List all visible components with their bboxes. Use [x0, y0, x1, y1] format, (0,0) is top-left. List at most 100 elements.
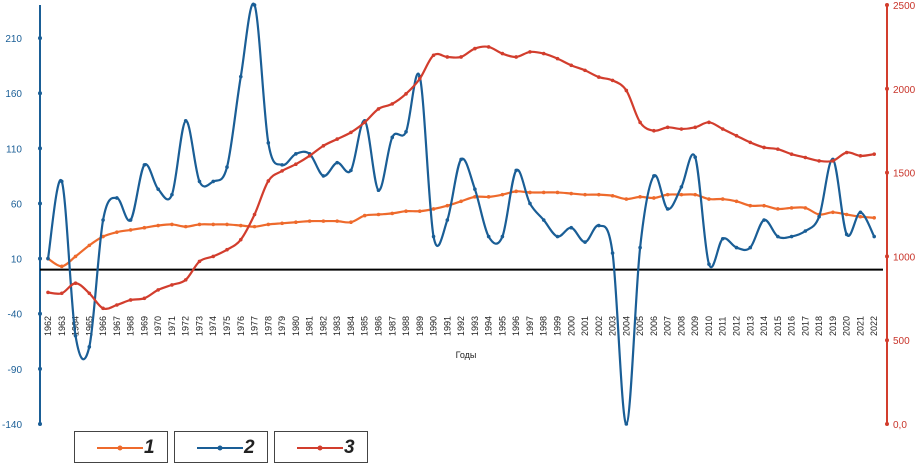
series-2-point: [872, 234, 876, 239]
series-3-point: [294, 162, 298, 167]
x-tick-label: 1989: [415, 316, 425, 336]
x-tick-label: 2017: [800, 316, 810, 336]
series-2-point: [170, 192, 174, 197]
series-2-point: [294, 152, 298, 156]
series-1-point: [831, 210, 835, 215]
series-2-point: [858, 210, 863, 215]
series-1-point: [156, 223, 160, 228]
left-tick-mark: [38, 201, 42, 206]
series-3-point: [762, 145, 766, 150]
series-3-point: [569, 63, 574, 68]
series-3-point: [734, 133, 739, 138]
series-3-point: [473, 46, 477, 51]
series-3-point: [679, 127, 684, 131]
series-2-point: [638, 245, 642, 250]
series-1-point: [362, 213, 367, 218]
series-3-point: [156, 288, 160, 292]
x-tick-label: 2018: [814, 316, 824, 336]
x-tick-label: 2019: [828, 316, 838, 336]
series-2-point: [252, 3, 257, 7]
series-1-point: [762, 203, 766, 208]
series-1-point: [486, 195, 491, 199]
series-2-point: [762, 218, 766, 222]
x-tick-label: 1966: [98, 316, 108, 336]
series-2-point: [528, 201, 532, 206]
series-1-point: [528, 190, 532, 195]
x-tick-label: 1964: [71, 316, 81, 336]
series-1-point: [693, 192, 697, 197]
x-tick-label: 1973: [194, 316, 204, 336]
right-tick-label: 2500: [893, 1, 916, 12]
series-2-point: [404, 130, 408, 134]
series-3-point: [321, 143, 326, 148]
x-tick-label: 1975: [222, 316, 232, 336]
series-2-point: [266, 141, 271, 145]
x-tick-label: 1983: [332, 316, 342, 336]
series-1-point: [445, 203, 450, 208]
x-tick-label: 1984: [346, 316, 356, 336]
series-3-point: [362, 120, 367, 125]
series-3-point: [46, 290, 50, 295]
series-1-point: [238, 223, 243, 228]
series-1-point: [252, 224, 257, 229]
series-3-point: [280, 169, 284, 173]
series-1-point: [652, 196, 656, 200]
series-3-point: [803, 155, 808, 160]
left-tick-label: 10: [11, 255, 23, 266]
series-2-point: [376, 188, 381, 193]
series-1-point: [431, 207, 436, 211]
legend-swatch-2: [197, 445, 243, 451]
series-2-point: [748, 245, 753, 250]
series-1-point: [583, 192, 587, 197]
series-2-point: [280, 163, 284, 167]
series-1-point: [335, 219, 339, 223]
legend-label-2: 2: [244, 437, 255, 458]
axes-layer: [39, 5, 888, 424]
series-1-point: [280, 221, 284, 226]
x-tick-label: 2009: [690, 316, 700, 336]
x-tick-label: 1979: [277, 316, 287, 336]
left-tick-label: -140: [2, 420, 22, 431]
x-tick-label: 2006: [649, 316, 659, 336]
series-1-point: [321, 219, 326, 223]
right-tick-mark: [885, 338, 889, 343]
series-3-point: [720, 127, 725, 131]
series-2-point: [610, 251, 615, 255]
series-2-point: [707, 262, 711, 266]
series-3-point: [404, 92, 408, 96]
series-3-point: [376, 107, 381, 111]
series-3-point: [417, 76, 422, 81]
legend-swatch-3: [297, 445, 343, 451]
x-tick-label: 2000: [566, 316, 576, 336]
left-axis-ticks: -140 -90 -40 10 60 110 160 210: [2, 34, 42, 431]
series-2-point: [59, 179, 64, 184]
series-3-point: [789, 152, 794, 156]
x-tick-label: 1972: [181, 316, 191, 336]
x-tick-label: 1986: [373, 316, 383, 336]
left-tick-mark: [38, 91, 42, 96]
series-1-point: [73, 254, 78, 259]
series-3-point: [831, 159, 835, 163]
x-tick-label: 1990: [429, 316, 439, 336]
series-1-point: [776, 207, 780, 211]
x-tick-label: 1965: [84, 316, 94, 336]
series-3-point: [390, 102, 395, 106]
series-3-point: [59, 291, 64, 296]
series-2-point: [142, 163, 147, 167]
x-tick-label: 1967: [112, 316, 122, 336]
series-2-point: [844, 232, 849, 237]
series-1-point: [101, 234, 105, 239]
series-3-point: [652, 128, 656, 133]
series-3-point: [87, 291, 92, 296]
series-3-point: [541, 51, 546, 56]
right-tick-label: 1000: [893, 252, 916, 263]
series-1-point: [555, 190, 560, 195]
x-tick-label: 1999: [552, 316, 562, 336]
series-3-point: [238, 237, 243, 242]
left-tick-label: 210: [5, 34, 22, 45]
series-2-point: [624, 422, 629, 426]
x-tick-label: 1978: [263, 316, 273, 336]
x-tick-label: 1981: [305, 316, 315, 336]
series-1-point: [404, 209, 408, 213]
series-1-point: [349, 220, 353, 225]
